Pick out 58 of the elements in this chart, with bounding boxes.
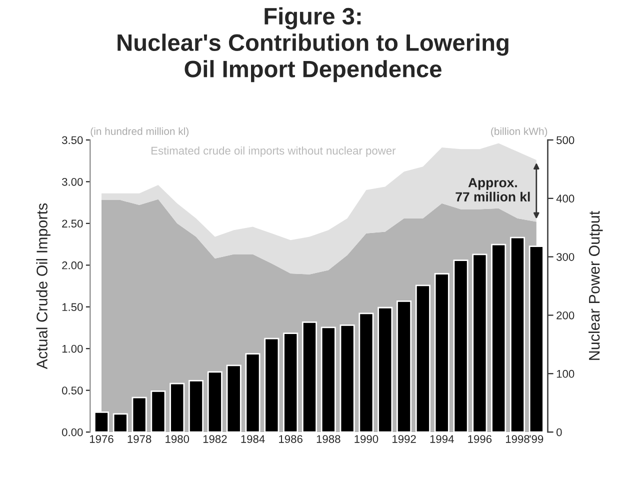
chart-title: Figure 3: Nuclear's Contribution to Lowering Oil Import Dependence (118, 7, 508, 82)
bar (453, 260, 468, 432)
x-tick-label: 1994 (430, 435, 454, 443)
bar (358, 312, 374, 432)
y2-tick-label: 300 (556, 253, 574, 261)
y2-tick-label: 500 (556, 136, 574, 144)
bar (283, 332, 298, 432)
bar (302, 322, 317, 432)
bar (320, 326, 336, 432)
bar (340, 324, 355, 432)
bar (415, 284, 430, 432)
series-label: Estimated crude oil imports without nuclear power (152, 146, 396, 157)
y2-tick-label: 0 (556, 428, 562, 436)
x-tick-label: 1992 (392, 435, 416, 443)
y-tick-label: 0.00 (62, 428, 83, 436)
bar (207, 371, 222, 432)
bar (226, 364, 242, 432)
x-tick-label: 1982 (203, 435, 227, 443)
bar (245, 353, 260, 432)
x-tick-label: 1996 (468, 435, 492, 443)
annotation: Approx. 77 million kl (456, 178, 530, 202)
x-tick-label: 1976 (90, 435, 114, 443)
bar (264, 338, 280, 432)
y-tick-label: 0.50 (62, 386, 83, 394)
x-tick-label: 1986 (279, 435, 302, 443)
bar (150, 390, 166, 432)
bar (396, 300, 412, 432)
y-tick-label: 3.50 (62, 136, 83, 144)
x-tick-label: 1990 (354, 435, 378, 443)
bar (132, 396, 147, 432)
x-tick-label: 1980 (166, 435, 190, 443)
x-tick-label: 1998 (506, 435, 530, 443)
y-axis-title: Actual Crude Oil Imports (36, 203, 50, 370)
bar (112, 413, 128, 432)
x-tick-label: '99 (530, 435, 544, 443)
bar (378, 306, 393, 432)
y-tick-label: 3.00 (62, 178, 83, 186)
bar (528, 246, 544, 432)
text: (billion kWh) (491, 127, 548, 138)
x-tick-label: 1988 (316, 435, 340, 443)
y-tick-label: 2.50 (62, 220, 83, 228)
x-tick-label: 1984 (241, 435, 265, 443)
text: (in hundred million kl) (90, 127, 188, 138)
y2-tick-label: 400 (556, 194, 574, 203)
y-tick-label: 1.50 (62, 303, 83, 312)
y-tick-label: 1.00 (62, 344, 83, 353)
bar (188, 380, 204, 432)
bar (510, 236, 525, 432)
bar (434, 273, 450, 432)
y2-axis-title: Nuclear Power Output (588, 210, 603, 360)
y2-tick-label: 200 (556, 311, 574, 320)
bar (472, 254, 488, 432)
y2-tick-label: 100 (556, 370, 574, 378)
x-tick-label: 1978 (128, 435, 152, 443)
y-tick-label: 2.00 (62, 261, 83, 270)
bar (170, 382, 185, 432)
bar (94, 411, 109, 432)
bar (491, 244, 506, 432)
